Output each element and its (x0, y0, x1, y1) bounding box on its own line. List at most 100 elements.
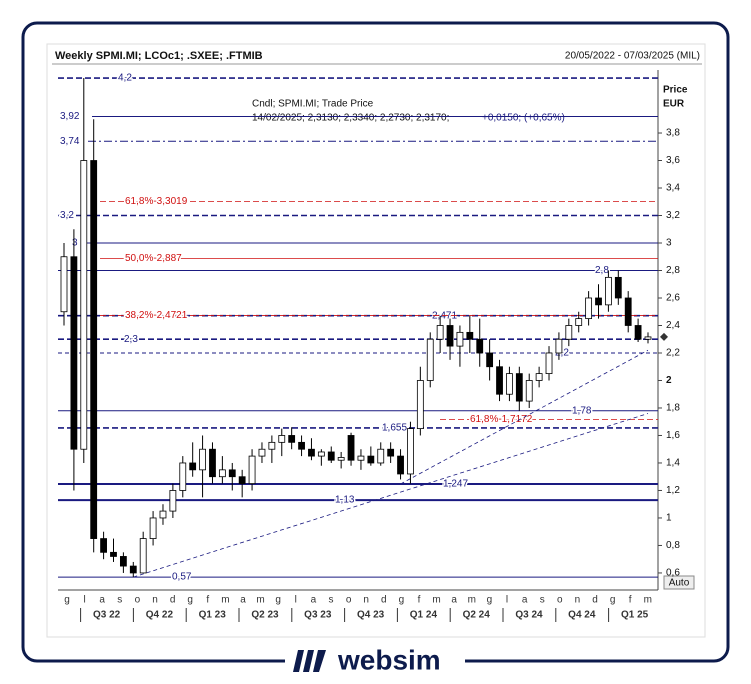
candle-body (258, 448, 266, 457)
candle-body (298, 441, 305, 450)
y-tick-label: 2,4 (666, 320, 680, 331)
axis-title: Price (663, 85, 688, 96)
candle-body (80, 160, 88, 450)
y-tick-label: 1,2 (666, 485, 680, 496)
candle-body (317, 451, 325, 457)
auto-label[interactable]: Auto (669, 578, 690, 589)
candle-body (159, 510, 167, 519)
candle-body (456, 331, 464, 347)
candle-body (545, 352, 553, 375)
x-tick-label: o (135, 595, 141, 606)
trend-line (133, 413, 649, 578)
candle-body (486, 352, 494, 368)
candle-body (218, 469, 226, 478)
y-tick-label: 0,6 (666, 568, 680, 579)
candle-body (357, 455, 365, 461)
candle-body (278, 435, 286, 443)
candle-body (466, 331, 474, 340)
x-tick-label: n (363, 595, 369, 606)
logo-text: websim (337, 644, 441, 675)
x-tick-label: m (644, 595, 652, 606)
candle-body (288, 435, 296, 443)
last-price-marker (660, 332, 668, 341)
candle-body (169, 490, 177, 512)
candle-body (110, 551, 117, 557)
y-tick-label: 1,4 (666, 458, 680, 469)
info-name: Cndl; SPMI.MI; Trade Price (252, 99, 374, 110)
candle-body (179, 462, 187, 491)
x-tick-label: n (152, 595, 158, 606)
info-change: +0,0150; (+0,65%) (482, 113, 565, 124)
candle-body (595, 297, 602, 306)
y-tick-label: 2 (666, 375, 672, 386)
candle-body (644, 336, 652, 340)
x-tick-label: m (468, 595, 476, 606)
chart-title: Weekly SPMI.MI; LCOc1; .SXEE; .FTMIB (55, 50, 263, 62)
x-tick-label: a (522, 595, 528, 606)
candle-body (634, 325, 642, 340)
y-tick-label: 3,6 (666, 155, 680, 166)
level-label: 1,78 (572, 405, 592, 416)
trend-line (400, 349, 649, 485)
x-tick-label: g (399, 595, 405, 606)
candle-body (139, 538, 147, 574)
chart-panel (46, 43, 706, 638)
y-tick-label: 3,8 (666, 128, 680, 139)
x-tick-label: s (540, 595, 545, 606)
quarter-label: Q2 24 (463, 610, 491, 621)
candle-body (337, 457, 345, 461)
level-label: 2,3 (124, 334, 138, 345)
level-label: 4,2 (118, 73, 132, 84)
quarter-label: Q4 23 (357, 610, 385, 621)
candle-body (535, 373, 543, 381)
candle-body (506, 373, 513, 395)
auto-button[interactable] (663, 575, 695, 590)
y-tick-label: 2,8 (666, 265, 680, 276)
x-tick-label: l (295, 595, 297, 606)
quarter-label: Q1 25 (621, 610, 649, 621)
candle-body (555, 338, 563, 354)
y-tick-label: 1,6 (666, 430, 680, 441)
x-tick-label: m (256, 595, 264, 606)
level-label: 1,247 (443, 479, 468, 490)
x-tick-label: m (221, 595, 229, 606)
candle-body (228, 469, 236, 478)
y-tick-label: 3,4 (666, 183, 680, 194)
x-tick-label: g (610, 595, 616, 606)
candle-body (614, 276, 622, 299)
x-tick-label: g (275, 595, 281, 606)
x-tick-label: g (64, 595, 70, 606)
y-tick-label: 0,8 (666, 540, 680, 551)
y-tick-label: 1 (666, 513, 672, 524)
candle-body (416, 380, 424, 429)
y-tick-label: 2,2 (666, 348, 680, 359)
candle-body (199, 448, 206, 471)
candle-body (149, 517, 157, 539)
level-label: 3 (72, 238, 78, 249)
candle-body (476, 338, 484, 354)
candle-body (209, 448, 216, 478)
candle-body (119, 556, 127, 567)
candle-body (90, 160, 98, 539)
level-label: 1,13 (335, 495, 355, 506)
candle-body (308, 448, 315, 457)
candle-body (515, 373, 523, 402)
logo: websim (293, 644, 441, 675)
candle-body (565, 325, 573, 340)
quarter-label: Q1 23 (199, 610, 227, 621)
candle-body (129, 565, 137, 574)
fib-label: 50,0%-2,887 (125, 253, 182, 264)
candle-body (446, 325, 454, 347)
plot: 0,6 0,8 1 1,2 1,4 1,6 1,8 2 2,2 2,4 2,6 2,8 3 3,2 3,4 3… (58, 70, 680, 622)
x-tick-label: s (117, 595, 122, 606)
x-tick-label: a (99, 595, 105, 606)
x-tick-label: n (575, 595, 581, 606)
fib-label: 38,2%-2,4721 (125, 310, 188, 321)
quarter-label: Q4 24 (568, 610, 596, 621)
candle-body (436, 325, 444, 340)
fib-label: 61,8%-3,3019 (125, 196, 188, 207)
x-tick-label: g (187, 595, 193, 606)
quarter-label: Q3 23 (304, 610, 332, 621)
y-tick-label: 1,8 (666, 403, 680, 414)
